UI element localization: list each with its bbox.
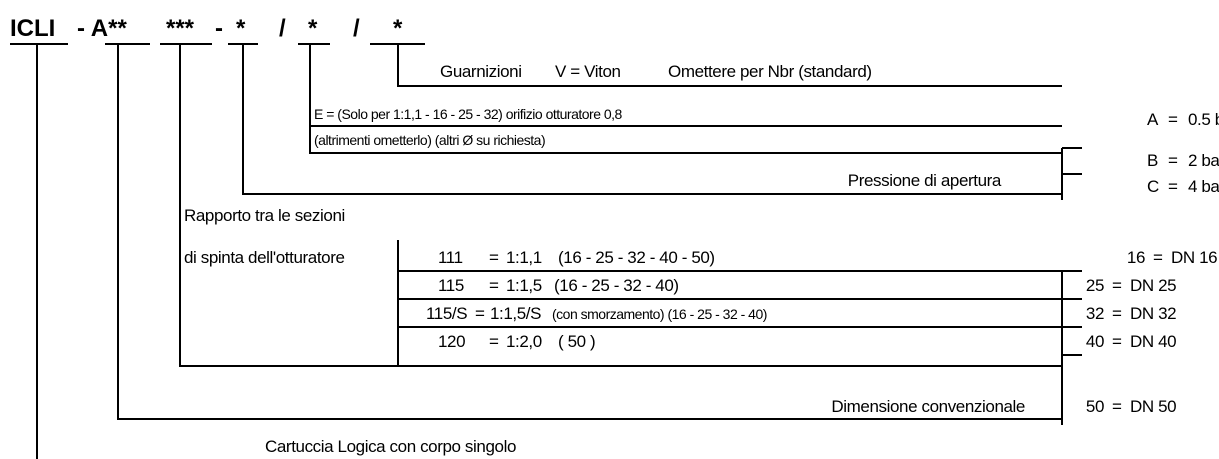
option-code: 40 <box>1086 332 1104 351</box>
equals: = <box>489 276 499 295</box>
label: Guarnizioni <box>440 62 522 81</box>
row-code: 115/S <box>426 304 467 323</box>
option-value: 4 bar <box>1188 177 1219 196</box>
row-note: (16 - 25 - 32 - 40) <box>554 276 679 295</box>
option-value: DN 50 <box>1130 397 1176 416</box>
label: Omettere per Nbr (standard) <box>668 62 872 81</box>
pressure: Pressione di apertura A = 0.5 bar B = 2 … <box>848 110 1219 196</box>
label: V = Viton <box>555 62 621 81</box>
equals: = <box>1153 248 1163 267</box>
row-code: 111 <box>438 248 463 267</box>
code-part: * <box>308 15 318 42</box>
label: Pressione di apertura <box>848 171 1002 190</box>
equals: = <box>475 304 485 323</box>
option-code: B <box>1147 151 1158 170</box>
code-part: * <box>393 15 403 42</box>
row-note: (16 - 25 - 32 - 40 - 50) <box>558 248 715 267</box>
row-value: 1:1,5 <box>506 276 542 295</box>
option-value: DN 16 <box>1171 248 1217 267</box>
option-code: A <box>1147 110 1159 129</box>
equals: = <box>1112 304 1122 323</box>
label: E = (Solo per 1:1,1 - 16 - 25 - 32) orif… <box>314 106 623 122</box>
option-code: 16 <box>1127 248 1145 267</box>
equals: = <box>489 332 499 351</box>
row-code: 120 <box>438 332 465 351</box>
option-code: 50 <box>1086 397 1104 416</box>
row-note: (con smorzamento) (16 - 25 - 32 - 40) <box>552 306 767 322</box>
option-value: DN 32 <box>1130 304 1176 323</box>
code-part: - <box>215 15 223 42</box>
equals: = <box>1112 397 1122 416</box>
code-part: - A** <box>77 15 127 42</box>
equals: = <box>1168 110 1178 129</box>
row-value: 1:1,5/S <box>490 304 541 323</box>
label: Dimensione convenzionale <box>831 397 1025 416</box>
orifice: E = (Solo per 1:1,1 - 16 - 25 - 32) orif… <box>314 106 623 148</box>
row-value: 1:2,0 <box>506 332 542 351</box>
type-label: Cartuccia Logica con corpo singolo <box>265 437 516 456</box>
code-part: / <box>279 15 286 42</box>
equals: = <box>1168 177 1178 196</box>
row-note: ( 50 ) <box>558 332 595 351</box>
row-value: 1:1,1 <box>506 248 542 267</box>
option-code: 32 <box>1086 304 1104 323</box>
option-code: 25 <box>1086 276 1104 295</box>
option-value: DN 25 <box>1130 276 1176 295</box>
code-line: ICLI - A** *** - * / * / * <box>10 15 403 42</box>
option-value: DN 40 <box>1130 332 1176 351</box>
equals: = <box>1112 276 1122 295</box>
code-part: / <box>353 15 360 42</box>
label: Rapporto tra le sezioni <box>184 206 345 225</box>
seals: Guarnizioni V = Viton Omettere per Nbr (… <box>440 62 872 81</box>
code-part: * <box>236 15 246 42</box>
code-part: *** <box>166 15 195 42</box>
row-code: 115 <box>438 276 464 295</box>
label: (altrimenti ometterlo) (altri Ø su richi… <box>314 132 545 148</box>
option-code: C <box>1147 177 1159 196</box>
option-value: 2 bar <box>1188 151 1219 170</box>
equals: = <box>1168 151 1178 170</box>
label: di spinta dell'otturatore <box>184 248 345 267</box>
connectors <box>10 43 1082 459</box>
equals: = <box>1112 332 1122 351</box>
ratio: Rapporto tra le sezioni di spinta dell'o… <box>184 206 767 351</box>
size: Dimensione convenzionale 16 = DN 16 25 =… <box>831 248 1217 416</box>
equals: = <box>489 248 499 267</box>
code-part: ICLI <box>10 15 55 42</box>
option-value: 0.5 bar <box>1188 110 1219 129</box>
